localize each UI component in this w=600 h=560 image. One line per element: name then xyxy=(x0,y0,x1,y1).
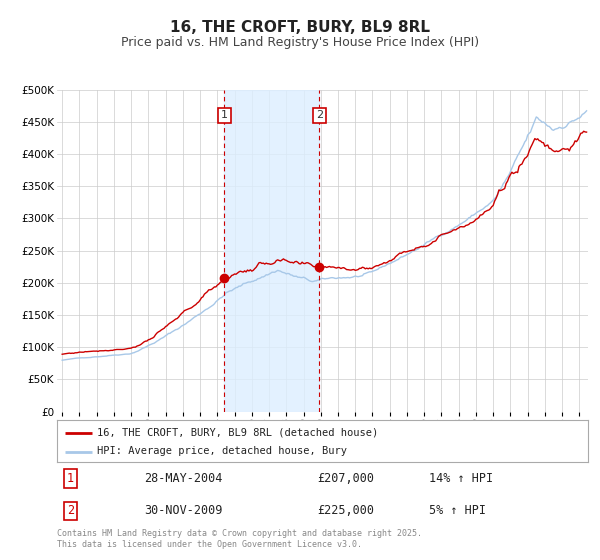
Text: 16, THE CROFT, BURY, BL9 8RL (detached house): 16, THE CROFT, BURY, BL9 8RL (detached h… xyxy=(97,428,378,437)
Text: HPI: Average price, detached house, Bury: HPI: Average price, detached house, Bury xyxy=(97,446,347,456)
Bar xyxy=(224,90,319,412)
Text: 30-NOV-2009: 30-NOV-2009 xyxy=(145,505,223,517)
Text: 28-MAY-2004: 28-MAY-2004 xyxy=(145,472,223,485)
Text: 16, THE CROFT, BURY, BL9 8RL: 16, THE CROFT, BURY, BL9 8RL xyxy=(170,20,430,35)
Text: 1: 1 xyxy=(221,110,228,120)
Text: 2: 2 xyxy=(67,505,74,517)
Text: Contains HM Land Registry data © Crown copyright and database right 2025.
This d: Contains HM Land Registry data © Crown c… xyxy=(57,529,422,549)
Text: £225,000: £225,000 xyxy=(317,505,374,517)
Text: 1: 1 xyxy=(67,472,74,485)
Text: £207,000: £207,000 xyxy=(317,472,374,485)
Text: Price paid vs. HM Land Registry's House Price Index (HPI): Price paid vs. HM Land Registry's House … xyxy=(121,36,479,49)
Text: 14% ↑ HPI: 14% ↑ HPI xyxy=(428,472,493,485)
Text: 2: 2 xyxy=(316,110,323,120)
Text: 5% ↑ HPI: 5% ↑ HPI xyxy=(428,505,486,517)
